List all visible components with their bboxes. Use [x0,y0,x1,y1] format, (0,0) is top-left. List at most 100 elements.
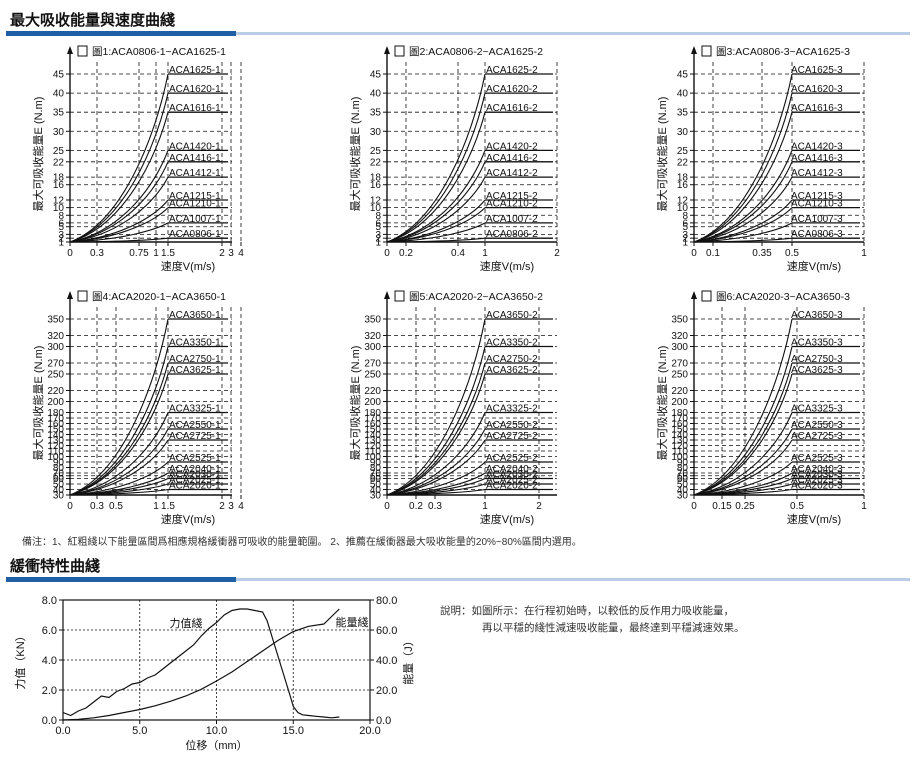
series-curve [386,150,486,243]
series-label: ACA2725-1 [169,431,221,442]
y-tick-label: 170 [47,414,64,425]
chart-title: 圖4:ACA2020-1~ACA3650-1 [92,291,226,303]
y-tick-label: 40 [677,89,689,100]
y-tick-label: 170 [364,414,381,425]
y-tick-label: 10 [677,203,689,214]
x-tick-label: 1 [153,501,159,512]
series-label: ACA1616-2 [486,103,538,114]
y-tick-label: 200 [671,397,688,408]
series-label: ACA3350-3 [791,338,843,349]
y-tick-label: 110 [48,447,64,458]
series-label: ACA0806-2 [486,229,538,240]
series-label: ACA2030-1 [169,470,221,481]
x-tick-label: 2 [554,248,560,259]
series-line [62,608,340,721]
series-label: ACA0806-1 [169,229,221,240]
x-axis-label: 速度V(m/s) [787,259,841,273]
series-curve [69,207,169,243]
buffer-chart: 0.0 5.0 10.0 15.0 20.00.02.04.06.08.00.020.0… [14,595,415,752]
y-axis-label: 最大可吸收能量E (N.m) [31,97,45,212]
y-tick-label: 60 [53,474,65,485]
chart-title: 圖5:ACA2020-2~ACA3650-2 [409,291,543,303]
y-axis-arrow [67,291,73,299]
y-tick-label: 70 [677,469,689,480]
x-tick-label: 4 [238,248,244,259]
y-tick-label: 160 [671,419,688,430]
series-curve [693,176,793,243]
y-tick-label: 90 [370,458,382,469]
series-label: ACA2040-1 [169,464,221,475]
section-title-buffer-characteristics: 緩衝特性曲綫 [10,557,101,575]
y-tick-label: 180 [364,408,381,419]
series-curve [693,428,793,496]
series-curve [69,488,169,496]
section-divider-2 [6,577,910,582]
y-tick-label: 5 [682,222,688,233]
series-label: ACA2025-1 [169,475,221,486]
y2-tick-label: 60.0 [376,625,397,637]
y-tick-label: 80 [53,463,65,474]
series-curve [693,73,793,243]
y-tick-label: 200 [364,397,381,408]
series-label: ACA1007-2 [486,214,538,225]
series-label: ACA3350-1 [169,338,221,349]
y-tick-label: 180 [671,408,688,419]
y-tick-label: 25 [677,146,689,157]
y-tick-label: 350 [671,315,688,326]
series-label: ACA3650-3 [791,310,843,321]
y-axis-arrow [384,291,390,299]
y-tick-label: 220 [364,386,381,397]
y-tick-label: 30 [53,491,65,502]
x-axis-label: 速度V(m/s) [161,259,215,273]
y-tick-label: 65 [53,471,65,482]
y-tick-label: 270 [671,359,688,370]
x-tick-label: 0.4 [451,248,465,259]
series-label: ACA1416-1 [169,153,221,164]
series-label: ACA3325-1 [169,404,221,415]
title-marker [394,290,405,302]
series-curve [386,222,486,243]
y-axis-label: 最大可吸收能量E (N.m) [655,97,669,212]
series-curve [693,161,793,243]
series-curve [69,439,169,496]
series-curve [693,112,793,243]
y-axis-arrow [691,46,697,54]
series-label: ACA1412-2 [486,168,538,179]
x-tick-label: 10.0 [206,725,227,737]
y-tick-label: 25 [53,146,65,157]
y-tick-label: 2.0 [42,685,57,697]
series-label: ACA1007-3 [791,214,843,225]
y-tick-label: 12 [53,196,65,207]
series-curve [693,488,793,496]
y-tick-label: 80 [677,463,689,474]
series-label: ACA2025-3 [791,475,843,486]
chart-title: 圖6:ACA2020-3~ACA3650-3 [716,291,850,303]
series-label: ACA2025-2 [486,475,538,486]
y-tick-label: 50 [370,480,382,491]
chart-6: 圖6:ACA2020-3~ACA3650-3304050606570809010… [655,290,867,526]
x-tick-label: 0 [691,248,697,259]
y-tick-label: 8 [375,211,381,222]
y-tick-label: 6 [375,218,381,229]
y-axis-arrow [691,291,697,299]
series-curve [693,222,793,243]
x-tick-label: 0.3 [90,248,104,259]
series-curve [693,92,793,243]
series-curve [386,112,486,243]
series-curve [386,461,486,496]
y-tick-label: 90 [677,458,689,469]
x-tick-label: 1 [861,501,867,512]
y-tick-label: 6 [682,218,688,229]
x-tick-label: 0.5 [109,501,123,512]
x-tick-label: 0.0 [55,725,70,737]
series-label: ACA1215-1 [169,191,221,202]
series-curve [69,176,169,243]
y-tick-label: 50 [677,480,689,491]
y-tick-label: 120 [47,441,64,452]
y-tick-label: 130 [47,436,64,447]
y-tick-label: 180 [47,408,64,419]
y-tick-label: 8.0 [42,595,57,607]
y-tick-label: 120 [364,441,381,452]
series-label: ACA1620-1 [169,84,221,95]
series-curve [386,373,486,496]
